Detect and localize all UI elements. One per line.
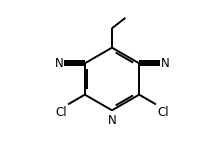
Text: Cl: Cl: [157, 106, 169, 119]
Text: Cl: Cl: [55, 106, 67, 119]
Text: N: N: [54, 57, 63, 70]
Text: N: N: [108, 114, 116, 127]
Text: N: N: [161, 57, 170, 70]
